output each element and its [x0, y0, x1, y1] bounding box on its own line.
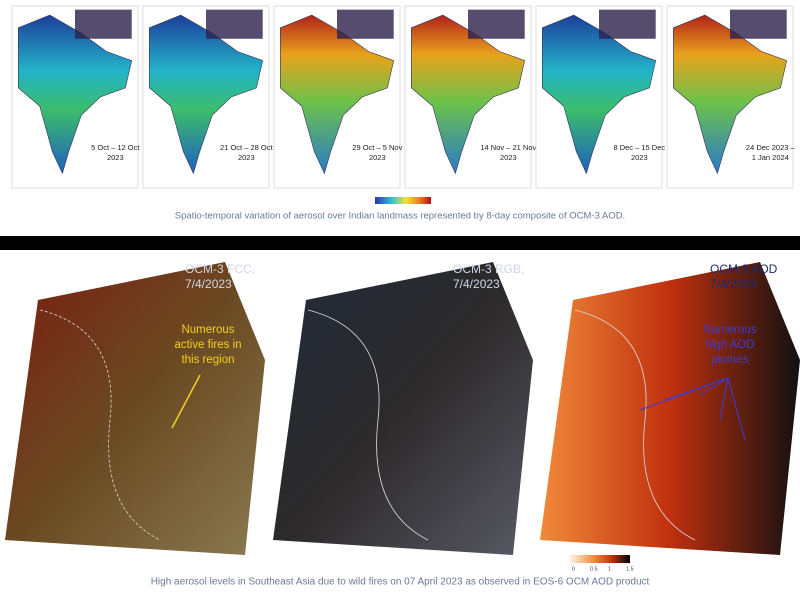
date-label: 29 Oct – 5 Nov	[352, 143, 402, 152]
arrow	[699, 377, 729, 396]
date-label: 14 Nov – 21 Nov	[480, 143, 536, 152]
himalaya	[75, 9, 132, 39]
date-label: 2023	[500, 153, 517, 162]
colorbar	[375, 197, 431, 204]
himalaya	[468, 9, 525, 39]
annotation: this region	[181, 354, 234, 366]
himalaya	[730, 9, 787, 39]
arrow	[171, 374, 201, 429]
date-label: 21 Oct – 28 Oct	[220, 143, 273, 152]
himalaya	[599, 9, 656, 39]
panel-title: 7/4/2023	[453, 277, 500, 291]
satellite-image	[273, 262, 533, 555]
arrow	[727, 377, 746, 441]
colorbar	[570, 555, 630, 563]
date-label: 2023	[238, 153, 255, 162]
satellite-image	[5, 262, 265, 555]
caption: Spatio-temporal variation of aerosol ove…	[175, 211, 625, 222]
arrow	[719, 377, 729, 421]
panel-title: OCM-3 RGB,	[453, 262, 524, 276]
satellite-image	[540, 262, 800, 555]
colorbar-tick-label: 0.5	[590, 566, 598, 572]
date-label: 24 Dec 2023 –	[746, 143, 796, 152]
panel-title: 7/4/2023	[185, 277, 232, 291]
coastline	[39, 309, 161, 541]
colorbar-tick-label: 1.5	[626, 566, 634, 572]
himalaya	[206, 9, 263, 39]
coastline	[307, 309, 429, 541]
panel-title: OCM-3 AOD	[710, 262, 778, 276]
himalaya	[337, 9, 394, 39]
arrow	[664, 377, 729, 401]
annotation: plumes	[711, 354, 748, 366]
panel-title: 7/4/2023	[710, 277, 757, 291]
date-label: 2023	[107, 153, 124, 162]
date-label: 8 Dec – 15 Dec	[613, 143, 665, 152]
colorbar-tick-label: 0	[572, 566, 575, 572]
panel-title: OCM-3 FCC,	[185, 262, 255, 276]
annotation: Numerous	[181, 324, 234, 336]
coastline	[574, 309, 696, 541]
annotation: Numerous	[703, 324, 756, 336]
caption: High aerosol levels in Southeast Asia du…	[151, 577, 650, 588]
date-label: 2023	[631, 153, 648, 162]
divider	[0, 236, 800, 250]
date-label: 2023	[369, 153, 386, 162]
date-label: 5 Oct – 12 Oct	[91, 143, 140, 152]
annotation: high AOD	[705, 339, 754, 351]
annotation: active fires in	[174, 339, 241, 351]
date-label: 1 Jan 2024	[752, 153, 789, 162]
colorbar-tick-label: 1	[608, 566, 611, 572]
